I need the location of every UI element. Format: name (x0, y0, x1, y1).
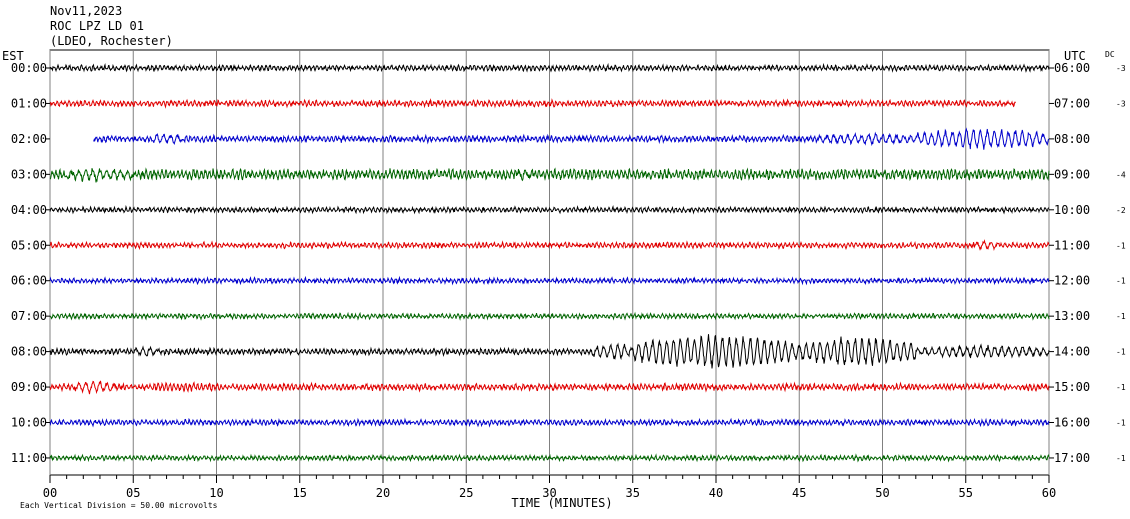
trace-0100 (49, 98, 1016, 109)
utc-label: 08:00 (1054, 132, 1090, 146)
x-axis: 00 05 10 15 20 25 30 35 40 45 50 55 60 (43, 475, 1056, 500)
utc-label: 09:00 (1054, 167, 1090, 181)
est-label: 07:00 (11, 309, 47, 323)
x-tick-label: 60 (1042, 486, 1056, 500)
trace-0900 (49, 380, 1050, 395)
est-label: 01:00 (11, 96, 47, 110)
x-tick-label: 35 (626, 486, 640, 500)
est-label: 05:00 (11, 238, 47, 252)
row-labels-group: 00:00 06:00 -3 01:00 07:00 -3 02:00 08:00 03:00 0… (11, 61, 1126, 465)
est-label: 08:00 (11, 345, 47, 359)
dc-value: -3 (1116, 64, 1126, 73)
trace-1100 (49, 453, 1050, 463)
est-label: 09:00 (11, 380, 47, 394)
dc-value: -3 (1116, 99, 1126, 108)
grid-lines (49, 49, 1050, 476)
left-axis-label: EST (2, 49, 24, 63)
utc-label: 11:00 (1054, 238, 1090, 252)
right-axis-label: UTC (1064, 49, 1086, 63)
dc-value: -1 (1116, 383, 1126, 392)
x-tick-label: 55 (959, 486, 973, 500)
x-tick-label: 30 (542, 486, 556, 500)
x-tick-label: 20 (376, 486, 390, 500)
dc-value: -4 (1116, 170, 1126, 179)
est-label: 11:00 (11, 451, 47, 465)
dc-value: -1 (1116, 277, 1126, 286)
utc-label: 17:00 (1054, 451, 1090, 465)
x-tick-label: 50 (875, 486, 889, 500)
est-label: 04:00 (11, 203, 47, 217)
utc-label: 15:00 (1054, 380, 1090, 394)
x-tick-label: 45 (792, 486, 806, 500)
trace-0300 (49, 167, 1050, 183)
header-station: ROC LPZ LD 01 (50, 19, 144, 33)
x-tick-label: 25 (459, 486, 473, 500)
utc-label: 13:00 (1054, 309, 1090, 323)
x-tick-label: 05 (126, 486, 140, 500)
trace-0700 (49, 311, 1050, 321)
dc-value: -2 (1116, 206, 1126, 215)
est-label: 06:00 (11, 274, 47, 288)
trace-0600 (49, 275, 1050, 286)
utc-label: 07:00 (1054, 96, 1090, 110)
utc-label: 12:00 (1054, 274, 1090, 288)
trace-1000 (49, 417, 1050, 428)
x-tick-label: 40 (709, 486, 723, 500)
dc-value: -1 (1116, 312, 1126, 321)
trace-0000 (49, 62, 1050, 73)
utc-label: 10:00 (1054, 203, 1090, 217)
dc-label: DC (1105, 50, 1115, 59)
dc-value: -1 (1116, 419, 1126, 428)
traces-group (49, 62, 1050, 463)
est-label: 10:00 (11, 416, 47, 430)
header-date: Nov11,2023 (50, 4, 122, 18)
utc-label: 06:00 (1054, 61, 1090, 75)
trace-0200 (93, 127, 1050, 150)
trace-0500 (49, 239, 1050, 251)
header-network: (LDEO, Rochester) (50, 34, 173, 48)
x-tick-label: 10 (209, 486, 223, 500)
x-axis-label: TIME (MINUTES) (511, 496, 612, 510)
est-label: 00:00 (11, 61, 47, 75)
x-tick-label: 00 (43, 486, 57, 500)
x-tick-label: 15 (293, 486, 307, 500)
scale-footnote: Each Vertical Division = 50.00 microvolt… (20, 501, 218, 510)
est-label: 03:00 (11, 167, 47, 181)
dc-value: -1 (1116, 241, 1126, 250)
trace-0400 (49, 204, 1050, 215)
trace-0800 (49, 334, 1050, 369)
utc-label: 16:00 (1054, 416, 1090, 430)
est-label: 02:00 (11, 132, 47, 146)
dc-value: -1 (1116, 348, 1126, 357)
utc-label: 14:00 (1054, 345, 1090, 359)
dc-value: -1 (1116, 454, 1126, 463)
